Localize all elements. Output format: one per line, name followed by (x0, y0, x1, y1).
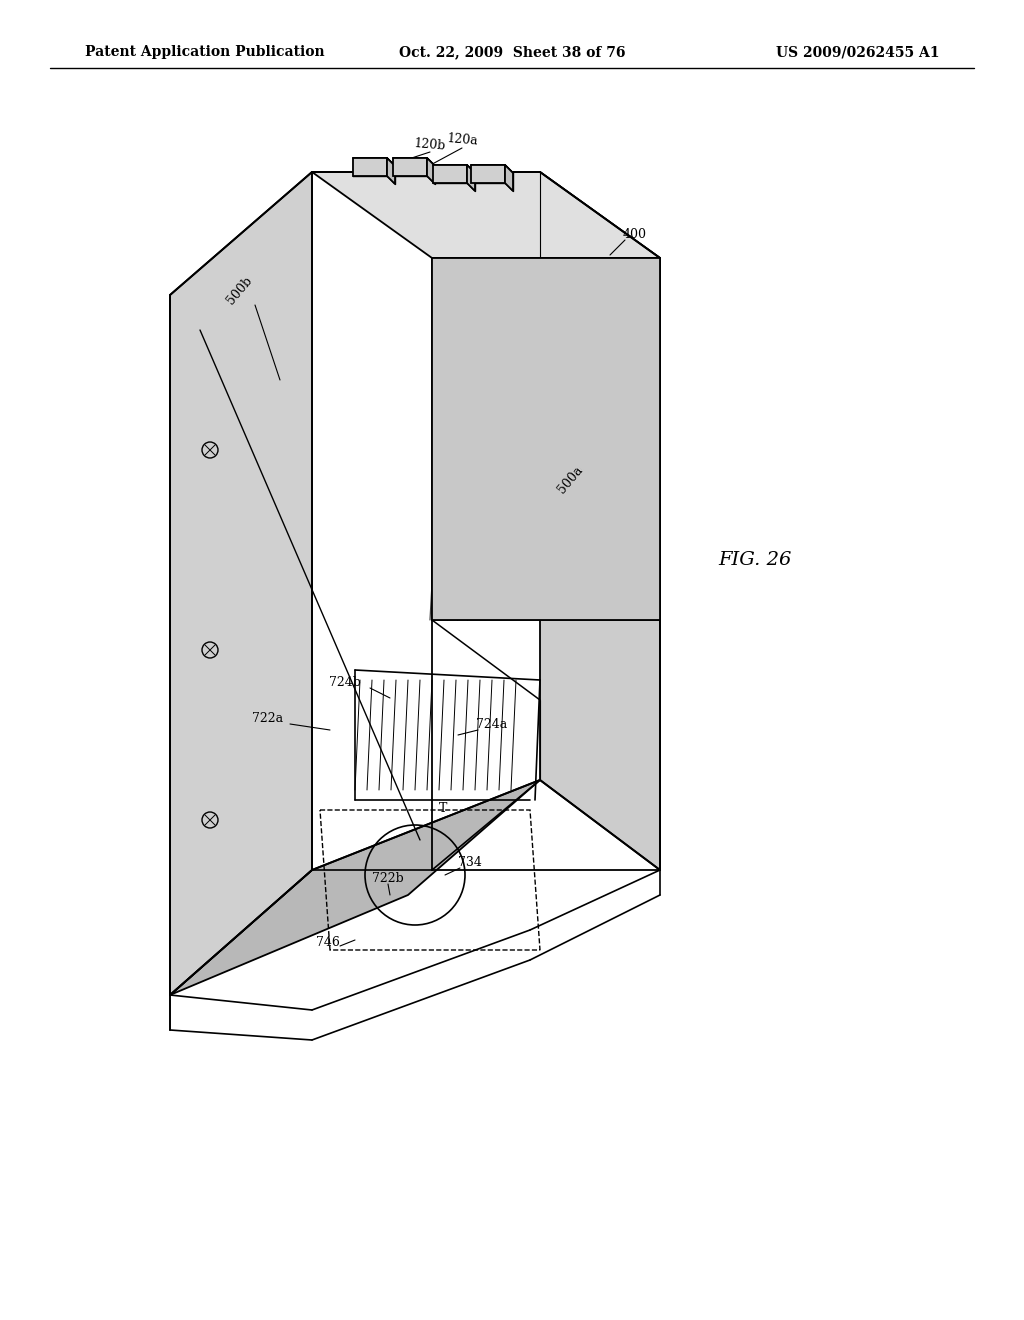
Polygon shape (432, 257, 660, 620)
Text: 724b: 724b (329, 676, 360, 689)
Polygon shape (505, 165, 513, 191)
Polygon shape (312, 172, 660, 257)
Polygon shape (471, 165, 513, 173)
Text: Oct. 22, 2009  Sheet 38 of 76: Oct. 22, 2009 Sheet 38 of 76 (398, 45, 626, 59)
Text: US 2009/0262455 A1: US 2009/0262455 A1 (776, 45, 940, 59)
Text: 400: 400 (623, 228, 647, 242)
Polygon shape (467, 165, 475, 191)
Text: 120b: 120b (414, 137, 446, 153)
Polygon shape (540, 172, 660, 870)
Text: T: T (439, 801, 447, 814)
Polygon shape (433, 165, 467, 183)
Polygon shape (353, 158, 387, 176)
Polygon shape (387, 158, 395, 183)
Text: 500a: 500a (555, 463, 585, 496)
Text: 734: 734 (458, 855, 482, 869)
Polygon shape (393, 158, 427, 176)
Text: FIG. 26: FIG. 26 (718, 550, 792, 569)
Text: 722a: 722a (253, 711, 284, 725)
Polygon shape (170, 780, 540, 995)
Polygon shape (353, 158, 395, 166)
Polygon shape (170, 172, 312, 995)
Text: 500b: 500b (224, 273, 255, 306)
Polygon shape (433, 165, 475, 173)
Polygon shape (471, 165, 505, 183)
Text: Patent Application Publication: Patent Application Publication (85, 45, 325, 59)
Text: 724a: 724a (476, 718, 508, 731)
Text: 722b: 722b (372, 871, 403, 884)
Text: 746: 746 (316, 936, 340, 949)
Text: 120a: 120a (445, 132, 478, 148)
Polygon shape (393, 158, 435, 166)
Polygon shape (427, 158, 435, 183)
